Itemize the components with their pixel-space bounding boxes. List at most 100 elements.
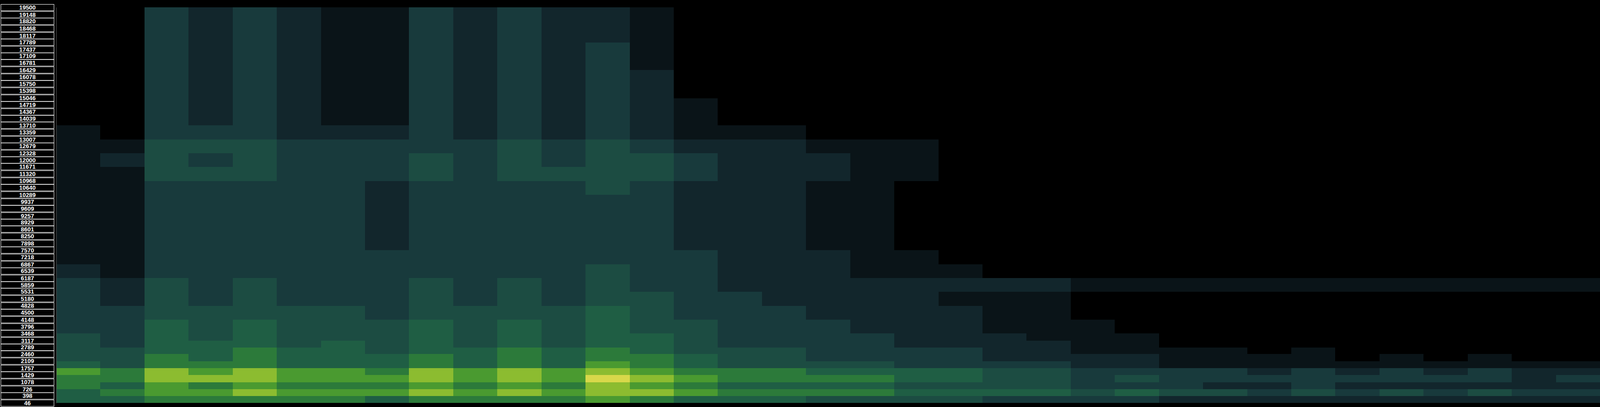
cell [56,97,101,126]
cell [1291,278,1336,292]
cell [1070,69,1116,99]
cell [1159,194,1204,210]
cell [541,236,586,251]
cell [850,375,895,383]
tick-box [0,25,54,32]
tick-box [0,4,54,11]
tick-box [0,198,54,206]
cell [1423,375,1468,383]
tick-label: 5859 [21,281,35,289]
cell [188,208,233,223]
cell [1070,124,1116,140]
cell [673,249,719,265]
cell [541,389,586,397]
cell [1247,264,1292,279]
cell [188,347,233,355]
cell [1159,333,1204,341]
cell [1335,208,1380,223]
cell [56,360,101,369]
cell [1291,264,1336,279]
cell [1467,222,1513,237]
cell [276,340,322,348]
cell [276,354,322,362]
cell [1114,7,1160,43]
cell [232,166,278,182]
cell [365,278,410,292]
cell [188,97,233,126]
cell [717,42,763,70]
tick-label: 15750 [19,80,36,88]
cell [805,395,851,403]
cell [1467,139,1513,154]
cell [673,236,719,251]
cell [321,42,366,70]
cell [850,360,895,369]
cell [276,180,322,195]
cell [276,389,322,397]
cell [497,354,542,362]
cell [585,340,630,348]
cell [1467,305,1513,320]
cell [1070,42,1116,70]
cell [585,42,630,70]
cell [673,69,719,99]
cell [1511,381,1557,390]
cell [1159,69,1204,99]
cell [1026,139,1071,154]
tick-label: 17437 [19,46,36,54]
cell [453,278,498,292]
cell [1114,319,1160,334]
cell [1202,347,1248,355]
cell [894,153,939,167]
cell [1379,180,1424,195]
cell [717,319,763,334]
cell [1511,375,1557,383]
cell [453,222,498,237]
tick: 15046 [0,94,57,102]
cell [673,347,719,355]
cell [276,153,322,167]
cell [1247,368,1292,376]
cell [1556,264,1600,279]
cell [1114,208,1160,223]
cell [321,166,366,182]
cell [629,278,675,292]
cell [1070,7,1116,43]
cell [321,368,366,376]
cell [1159,180,1204,195]
cell [321,139,366,154]
cell [1467,395,1513,403]
cell [1247,7,1292,43]
cell [321,354,366,362]
cell [365,354,410,362]
cell [585,347,630,355]
cell [321,389,366,397]
cell [453,347,498,355]
cell [1291,153,1336,167]
cell [1159,347,1204,355]
cell [629,291,675,307]
cell [56,222,101,237]
cell [1114,124,1160,140]
tick: 6867 [0,261,57,269]
tick-label: 12679 [19,142,36,150]
cell [188,340,233,348]
cell [1335,194,1380,210]
tick: 12328 [0,150,57,157]
cell [497,389,542,397]
tick: 4828 [0,302,57,310]
cell [56,42,101,70]
cell [1202,222,1248,237]
cell [762,278,807,292]
cell [100,264,145,279]
cell [850,139,895,154]
cell [1026,69,1071,99]
cell [1556,194,1600,210]
cell [144,153,189,167]
cell [100,333,145,341]
cell [1379,333,1424,341]
cell [762,347,807,355]
cell [276,347,322,355]
cell [1511,222,1557,237]
cell [56,124,101,140]
